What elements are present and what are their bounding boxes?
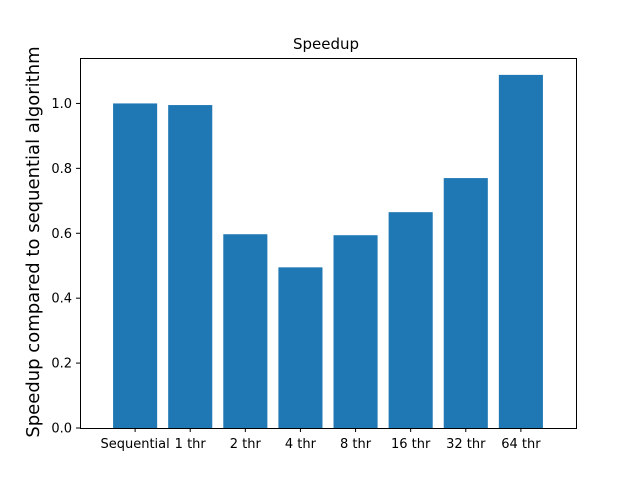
- bar: [498, 74, 543, 428]
- y-tick-label: 0.8: [51, 162, 72, 177]
- x-tick-label: 64 thr: [501, 437, 541, 452]
- bar: [443, 178, 488, 428]
- y-tick-label: 1.0: [51, 97, 72, 112]
- bar: [168, 105, 213, 428]
- y-tick-label: 0.4: [51, 292, 72, 307]
- y-axis: 0.0 0.2 0.4 0.6 0.8 1.0: [51, 97, 80, 437]
- bar: [223, 234, 268, 428]
- bar: [278, 267, 323, 428]
- y-tick-label: 0.2: [51, 357, 72, 372]
- y-axis-label: Speedup compared to sequential algorithm: [23, 46, 44, 437]
- x-tick-label: Sequential: [100, 437, 169, 452]
- x-tick-label: 32 thr: [446, 437, 486, 452]
- x-axis: Sequential 1 thr 2 thr 4 thr 8 thr 16 thr 32 t…: [100, 428, 541, 452]
- bar: [333, 235, 378, 428]
- bar: [113, 103, 158, 428]
- bar: [388, 212, 433, 428]
- x-tick-label: 8 thr: [340, 437, 372, 452]
- x-tick-label: 4 thr: [285, 437, 317, 452]
- x-tick-label: 2 thr: [230, 437, 262, 452]
- y-tick-label: 0.6: [51, 227, 72, 242]
- y-tick-label: 0.0: [51, 422, 72, 437]
- plot-frame: [80, 58, 577, 429]
- x-tick-label: 16 thr: [391, 437, 431, 452]
- bar-series: [113, 74, 543, 428]
- x-tick-label: 1 thr: [175, 437, 207, 452]
- chart-title: Speedup: [293, 35, 359, 53]
